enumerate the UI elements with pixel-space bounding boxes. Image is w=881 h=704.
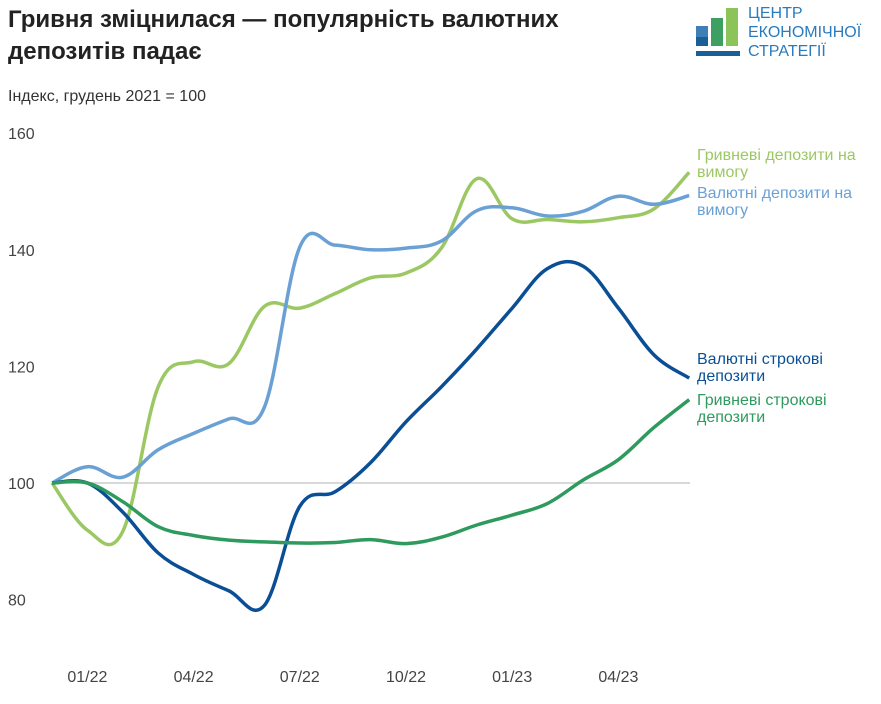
y-tick-label: 80	[8, 593, 26, 610]
logo-line: СТРАТЕГІЇ	[748, 43, 826, 60]
series-label: вимогу	[697, 202, 748, 219]
series-label: депозити	[697, 368, 765, 385]
logo-line: ЕКОНОМІЧНОЇ	[748, 24, 862, 41]
x-tick-label: 10/22	[386, 669, 426, 686]
y-tick-label: 160	[8, 126, 35, 143]
series-label: вимогу	[697, 164, 748, 181]
series-label: Гривневі депозити на	[697, 147, 856, 164]
series-label: Гривневі строкові	[697, 392, 827, 409]
logo-line: ЦЕНТР	[748, 5, 803, 22]
x-tick-label: 01/23	[492, 669, 532, 686]
x-tick-label: 04/23	[598, 669, 638, 686]
series-label: депозити	[697, 409, 765, 426]
y-tick-label: 120	[8, 359, 35, 376]
chart-subtitle: Індекс, грудень 2021 = 100	[8, 88, 206, 105]
logo-text: ЦЕНТР ЕКОНОМІЧНОЇ СТРАТЕГІЇ	[748, 4, 861, 61]
x-tick-label: 07/22	[280, 669, 320, 686]
logo-bars-icon	[696, 8, 740, 56]
x-tick-label: 01/22	[67, 669, 107, 686]
y-tick-label: 100	[8, 476, 35, 493]
chart-title: Гривня зміцнилася — популярність валютни…	[8, 6, 559, 65]
series-line	[51, 259, 691, 613]
series-label: Валютні строкові	[697, 351, 823, 368]
series-label: Валютні депозити на	[697, 185, 852, 202]
series-line	[51, 398, 691, 546]
x-tick-label: 04/22	[174, 669, 214, 686]
series-line	[50, 171, 691, 547]
y-tick-label: 140	[8, 243, 35, 260]
series-line	[51, 193, 690, 485]
logo: ЦЕНТР ЕКОНОМІЧНОЇ СТРАТЕГІЇ	[696, 4, 876, 64]
